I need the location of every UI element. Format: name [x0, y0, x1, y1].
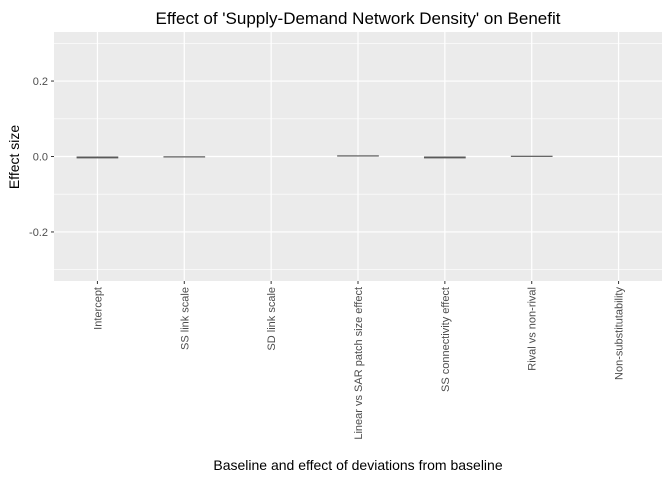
x-tick-label: SS connectivity effect — [440, 287, 452, 392]
x-axis-title: Baseline and effect of deviations from b… — [213, 457, 502, 473]
x-tick-label: SD link scale — [266, 287, 278, 351]
y-axis: -0.2 0.0 0.2 — [29, 76, 54, 239]
x-axis: Intercept SS link scale SD link scale Linea… — [92, 281, 626, 440]
x-tick-label: Linear vs SAR patch size effect — [353, 287, 365, 440]
bar — [163, 156, 206, 158]
bar — [337, 155, 379, 157]
y-axis-title: Effect size — [6, 125, 22, 190]
x-tick-label: Intercept — [92, 287, 104, 330]
chart-title: Effect of 'Supply-Demand Network Density… — [156, 9, 561, 28]
x-tick-label: SS link scale — [179, 287, 191, 350]
y-tick-label: 0.0 — [33, 152, 48, 164]
bars — [76, 155, 553, 159]
y-tick-label: 0.2 — [33, 76, 48, 88]
x-tick-label: Non-substitutability — [614, 287, 626, 380]
bar — [424, 156, 466, 159]
y-tick-label: -0.2 — [29, 227, 48, 239]
bar — [510, 155, 553, 157]
bar — [76, 156, 119, 159]
x-tick-label: Rival vs non-rival — [527, 287, 539, 371]
